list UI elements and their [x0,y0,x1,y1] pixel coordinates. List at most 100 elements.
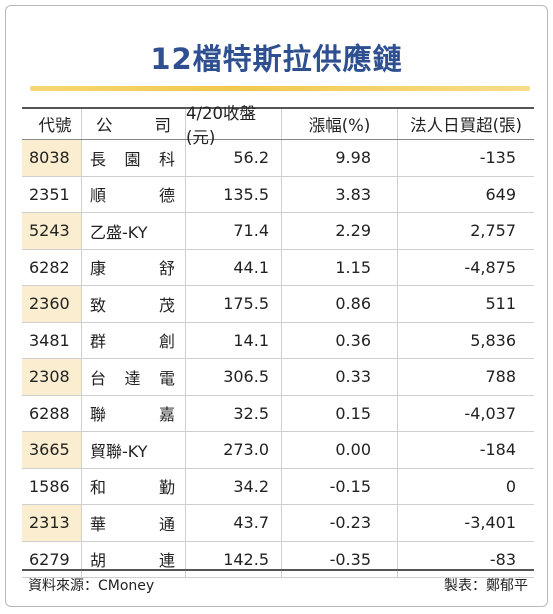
header-net-buy: 法人日買超(張) [410,116,522,135]
cell-net-buy: -4,037 [464,403,516,423]
cell-change-pct: 0.00 [282,432,398,468]
table-row: 5243 乙盛-KY 71.4 2.29 2,757 [22,213,534,250]
cell-code: 3665 [22,432,82,468]
title-underline [30,86,530,91]
header-company-b: 司 [154,116,172,135]
cell-close-price: 135.5 [186,176,282,212]
cell-net-buy: -135 [479,148,516,168]
company-name-part: 順 [90,186,107,206]
cell-change-pct: -0.15 [282,468,398,504]
cell-code: 2313 [22,505,82,541]
cell-net-buy: -83 [489,549,516,569]
company-name-part: 乙盛-KY [90,222,148,242]
table-row: 2308 台達電 306.5 0.33 788 [22,359,534,396]
company-name-part: 創 [158,332,175,352]
company-name-part: 連 [158,551,175,571]
cell-close-price: 14.1 [186,322,282,358]
cell-net-buy: -3,401 [464,513,516,533]
cell-code: 2360 [22,286,82,322]
company-name-part: 嘉 [158,405,175,425]
company-name-part: 台 [90,368,107,388]
cell-net-buy: 788 [485,367,516,387]
table-footer: 資料來源：CMoney 製表：鄭郁平 [22,569,534,599]
cell-code: 2351 [22,176,82,212]
source-note: 資料來源：CMoney [28,578,155,594]
cell-company: 致茂 [82,286,186,322]
cell-change-pct: 9.98 [282,140,398,176]
cell-net-buy: -4,875 [464,257,516,277]
cell-net-buy: 0 [505,476,516,496]
table-row: 2313 華通 43.7 -0.23 -3,401 [22,505,534,542]
page-title: 12檔特斯拉供應鏈 [150,42,403,76]
table-row: 6288 聯嘉 32.5 0.15 -4,037 [22,395,534,432]
company-name-part: 群 [90,332,107,352]
cell-company: 貿聯-KY [82,432,186,468]
cell-code: 8038 [22,140,82,176]
company-name-part: 舒 [158,259,175,279]
cell-company: 胡連 [82,541,186,577]
header-company-a: 公 [96,116,113,135]
cell-change-pct: 0.36 [282,322,398,358]
table-row: 3665 貿聯-KY 273.0 0.00 -184 [22,432,534,469]
credit-note: 製表：鄭郁平 [444,578,528,594]
cell-code: 6279 [22,541,82,577]
cell-net-buy: 649 [485,184,516,204]
cell-net-buy: -184 [479,440,516,460]
cell-company: 台達電 [82,359,186,395]
cell-close-price: 71.4 [186,213,282,249]
cell-close-price: 142.5 [186,541,282,577]
company-name-part: 德 [158,186,175,206]
cell-company: 聯嘉 [82,395,186,431]
cell-company: 順德 [82,176,186,212]
table-row: 2351 順德 135.5 3.83 649 [22,176,534,213]
company-name-part: 聯 [90,405,107,425]
cell-company: 華通 [82,505,186,541]
cell-change-pct: 0.15 [282,395,398,431]
cell-company: 康舒 [82,249,186,285]
table-row: 6279 胡連 142.5 -0.35 -83 [22,541,534,578]
company-name-part: 茂 [158,295,175,315]
header-close: 4/20收盤(元) [186,104,282,147]
cell-company: 長園科 [82,140,186,176]
table-row: 6282 康舒 44.1 1.15 -4,875 [22,249,534,286]
cell-code: 1586 [22,468,82,504]
table-card: 12檔特斯拉供應鏈 代號 公 司 4/20收盤(元) 漲幅(%) 法人日買超(張… [5,5,548,607]
cell-code: 6282 [22,249,82,285]
cell-change-pct: 0.86 [282,286,398,322]
table-row: 1586 和勤 34.2 -0.15 0 [22,468,534,505]
company-name-part: 通 [158,514,175,534]
company-name-part: 電 [158,368,175,388]
cell-net-buy: 2,757 [470,221,516,241]
company-name-part: 胡 [90,551,107,571]
company-name-part: 長 [90,149,107,169]
cell-company: 群創 [82,322,186,358]
cell-company: 乙盛-KY [82,213,186,249]
stock-table: 代號 公 司 4/20收盤(元) 漲幅(%) 法人日買超(張) 8038 長園科 5… [22,104,534,578]
table-row: 2360 致茂 175.5 0.86 511 [22,286,534,323]
company-name-part: 科 [158,149,175,169]
header-company: 公 司 [82,109,186,139]
company-name-part: 勤 [158,478,175,498]
company-name-part: 和 [90,478,107,498]
cell-code: 6288 [22,395,82,431]
company-name-part: 園 [124,149,141,169]
company-name-part: 華 [90,514,107,534]
header-code: 代號 [22,109,82,139]
table-header-row: 代號 公 司 4/20收盤(元) 漲幅(%) 法人日買超(張) [22,104,534,147]
cell-code: 5243 [22,213,82,249]
cell-close-price: 175.5 [186,286,282,322]
cell-close-price: 273.0 [186,432,282,468]
cell-close-price: 56.2 [186,140,282,176]
cell-change-pct: 1.15 [282,249,398,285]
cell-code: 3481 [22,322,82,358]
cell-change-pct: -0.23 [282,505,398,541]
company-name-part: 貿聯-KY [90,441,148,461]
table-row: 8038 長園科 56.2 9.98 -135 [22,140,534,177]
cell-company: 和勤 [82,468,186,504]
cell-close-price: 43.7 [186,505,282,541]
company-name-part: 達 [124,368,141,388]
company-name-part: 康 [90,259,107,279]
header-change: 漲幅(%) [282,109,398,139]
cell-change-pct: 0.33 [282,359,398,395]
cell-net-buy: 511 [485,294,516,314]
